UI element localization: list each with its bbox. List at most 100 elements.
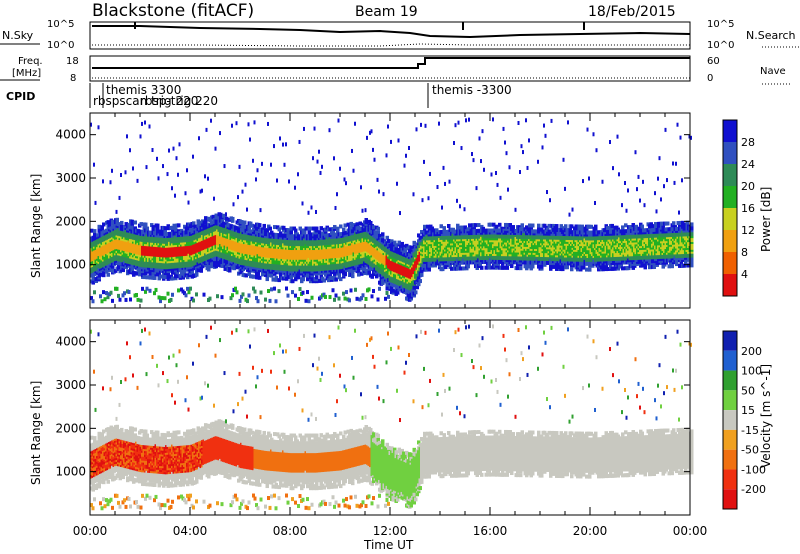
power-pixel [93,229,97,234]
power-pixel [366,135,368,140]
power-pixel [319,170,322,175]
power-pixel [282,225,286,230]
power-pixel [285,142,287,147]
power-pixel [181,275,185,280]
power-pixel [129,297,132,302]
power-pixel [133,220,137,225]
power-pixel [313,126,316,131]
power-pixel [163,296,167,301]
nsearch-tick-high: 10^5 [707,19,734,30]
power-pixel [357,272,361,277]
power-pixel [285,286,288,291]
power-pixel [378,233,382,238]
cpid-entry-1: themis 3300 [106,83,181,97]
power-pixel [121,268,125,273]
power-pixel [315,226,319,231]
power-pixel [126,134,128,139]
power-pixel [276,178,278,183]
power-pixel [396,290,400,295]
power-pixel [378,189,380,194]
power-pixel [255,296,258,301]
power-pixel [348,298,351,303]
power-pixel [186,168,188,173]
power-pixel [331,288,335,293]
power-pixel [118,297,122,302]
power-pixel [192,221,196,226]
power-pixel [193,224,197,229]
power-pixel [346,222,350,227]
power-pixel [277,227,281,232]
power-pixel [301,277,305,282]
power-pixel [105,269,109,274]
power-pixel [369,130,371,135]
power-pixel [397,248,401,253]
power-pixel [267,273,271,278]
power-pixel [246,299,249,304]
power-pixel [216,260,220,265]
power-pixel [175,274,179,279]
power-pixel [148,124,151,129]
power-pixel [270,287,273,292]
power-pixel [367,270,371,275]
power-pixel [106,272,110,277]
power-pixel [414,290,418,295]
power-pixel [318,149,320,154]
power-pixel [259,290,263,295]
power-pixel [102,179,104,184]
power-pixel [399,211,401,216]
power-pixel [268,298,272,303]
power-pixel [91,299,95,304]
power-pixel [412,240,416,245]
power-pixel [277,278,281,283]
power-pixel [159,229,163,234]
power-pixel [351,148,353,153]
power-pixel [288,179,290,184]
power-pixel [171,276,175,281]
power-pixel [324,233,328,238]
power-pixel [163,226,167,231]
power-pixel [318,230,322,235]
power-pixel [252,274,256,279]
power-pixel [387,124,389,129]
power-pixel [276,225,280,230]
power-pixel [385,153,388,158]
freq-panel-frame [89,55,691,82]
power-pixel [219,212,223,217]
cpid-label: CPID [6,90,35,103]
power-pixel [166,276,170,281]
power-pixel [172,223,176,228]
power-pixel [214,264,218,269]
power-pixel [174,227,178,232]
power-pixel [376,226,380,231]
power-pixel [189,224,193,229]
power-pixel [310,295,314,300]
power-pixel [408,145,410,150]
power-pixel [361,208,364,213]
power-pixel [183,291,186,296]
power-pixel [132,166,134,171]
power-pixel [301,290,305,295]
power-pixel [129,148,131,153]
power-pixel [270,162,272,167]
power-pixel [108,223,112,228]
power-pixel [253,120,256,125]
power-pixel [124,297,128,302]
power-pixel [261,227,265,232]
power-pixel [160,296,164,301]
power-pixel [382,192,385,197]
power-pixel [253,289,257,294]
power-pixel [328,227,332,232]
power-pixel [235,121,238,126]
power-pixel [333,297,336,302]
power-pixel [373,157,376,162]
power-pixel [267,121,269,126]
power-pixel [333,224,337,229]
power-pixel [376,297,380,302]
power-pixel [141,121,143,126]
power-pixel [270,273,274,278]
power-pixel [364,268,368,273]
power-pixel [330,275,334,280]
power-pixel [94,200,97,205]
power-pixel [102,222,106,227]
power-pixel [393,240,397,245]
